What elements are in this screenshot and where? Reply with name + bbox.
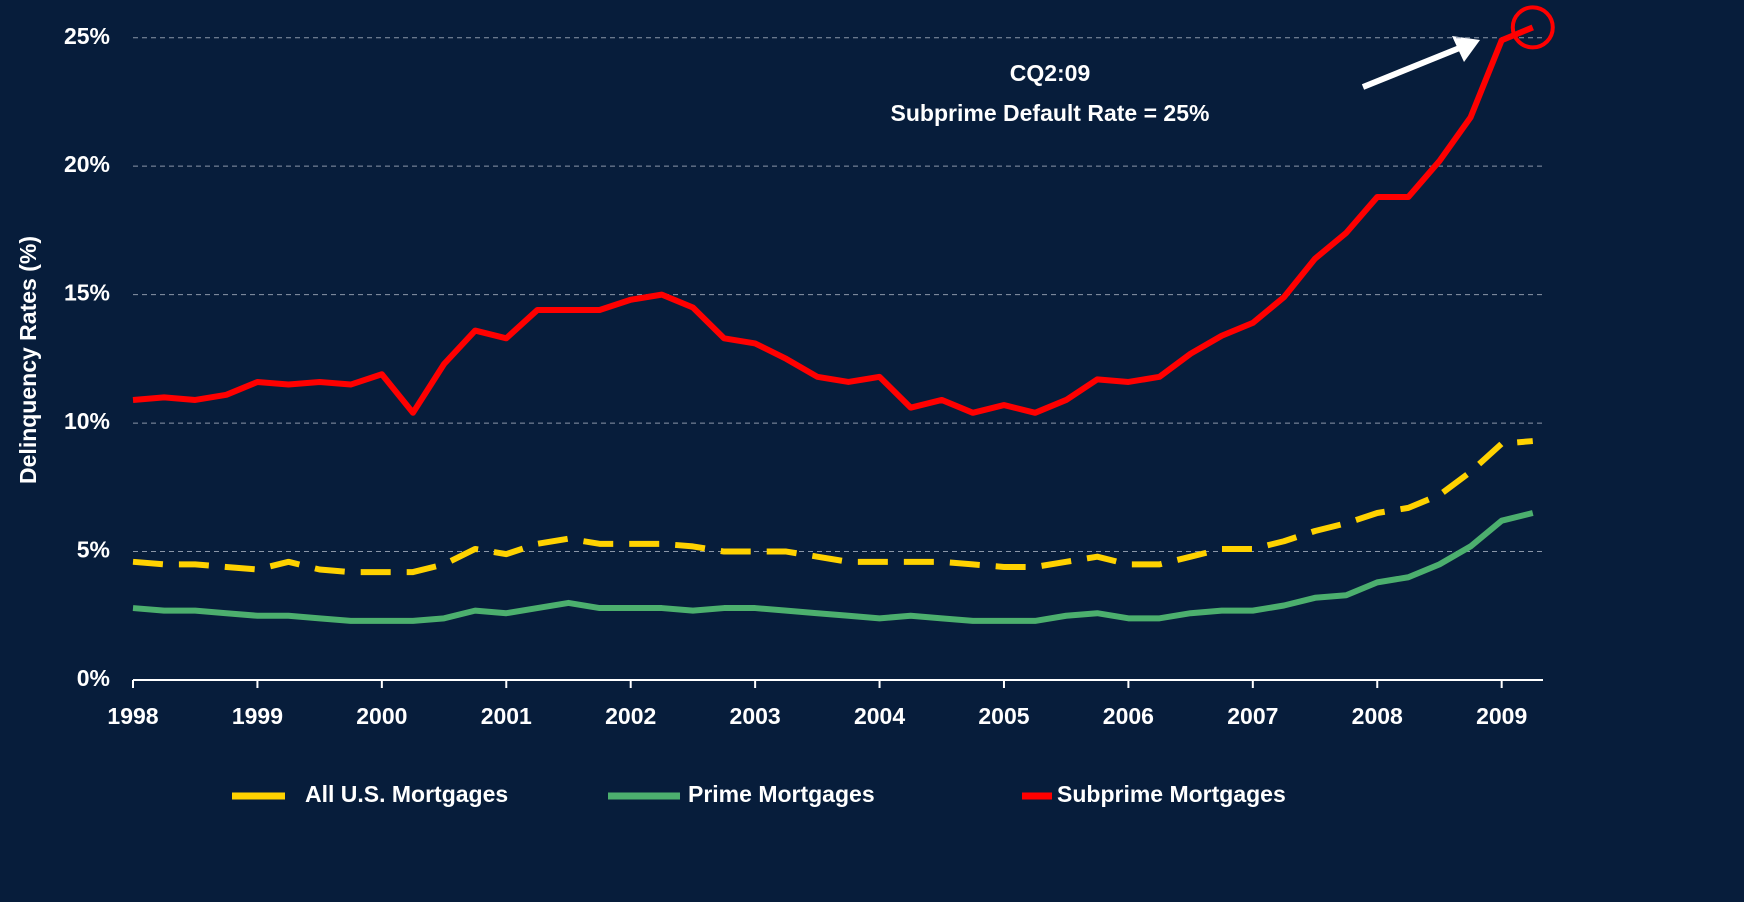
- y-tick-label: 5%: [77, 537, 110, 563]
- series-line: [132, 510, 1534, 624]
- x-tick-label: 2003: [730, 703, 781, 729]
- highlight-circle: [1510, 5, 1555, 50]
- y-tick-label: 10%: [64, 408, 110, 434]
- annotation-arrowhead: [1452, 36, 1480, 62]
- x-tick-label: 2004: [854, 703, 905, 729]
- y-axis-label: Delinquency Rates (%): [15, 236, 41, 484]
- annotation: CQ2:09: [1010, 60, 1091, 86]
- x-tick-label: 2006: [1103, 703, 1154, 729]
- series-line: [132, 24, 1534, 416]
- y-tick-label: 20%: [64, 151, 110, 177]
- legend-label: Prime Mortgages: [688, 781, 875, 807]
- x-tick-label: 2009: [1476, 703, 1527, 729]
- x-tick-label: 2000: [356, 703, 407, 729]
- legend-label: Subprime Mortgages: [1057, 781, 1286, 807]
- x-tick-label: 2008: [1352, 703, 1403, 729]
- y-tick-label: 15%: [64, 280, 110, 306]
- annotation: Subprime Default Rate = 25%: [891, 100, 1210, 126]
- x-tick-label: 2007: [1227, 703, 1278, 729]
- annotation-arrow: [1361, 44, 1464, 90]
- x-tick-label: 2002: [605, 703, 656, 729]
- x-tick-label: 2001: [481, 703, 532, 729]
- legend-label: All U.S. Mortgages: [305, 781, 508, 807]
- x-tick-label: 1999: [232, 703, 283, 729]
- y-tick-label: 25%: [64, 23, 110, 49]
- y-tick-label: 0%: [77, 665, 110, 691]
- x-tick-label: 1998: [107, 703, 158, 729]
- series-line: [132, 438, 1534, 576]
- x-tick-label: 2005: [978, 703, 1029, 729]
